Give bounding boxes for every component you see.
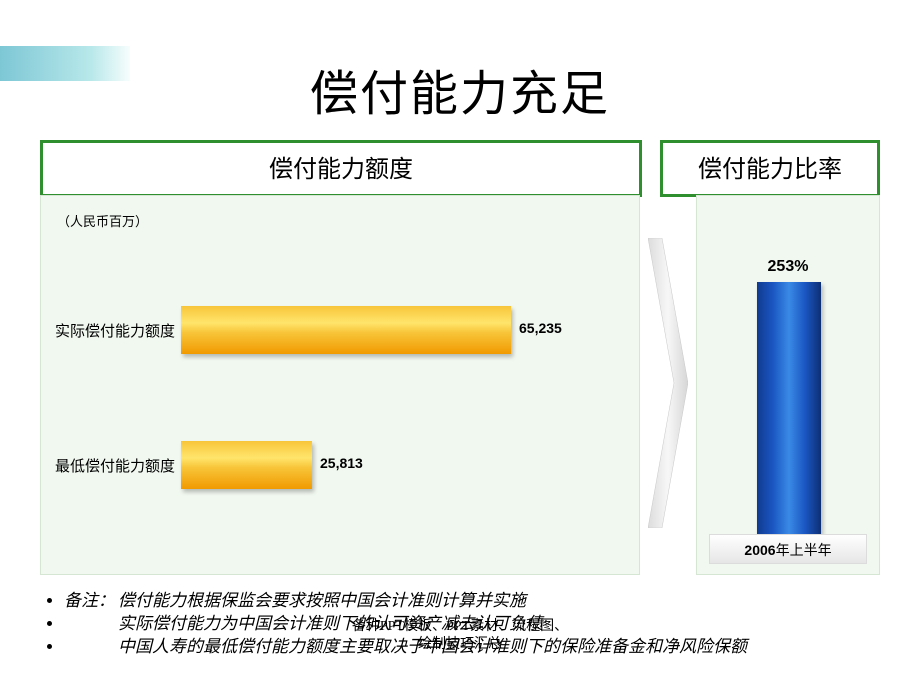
footnote-label-pad xyxy=(64,636,118,659)
chevron-right-icon xyxy=(648,238,688,528)
hbar-label: 最低偿付能力额度 xyxy=(55,455,179,476)
hbar-value: 25,813 xyxy=(320,455,363,471)
panel-header-row: 偿付能力额度 偿付能力比率 xyxy=(40,140,880,197)
arrow-divider xyxy=(648,238,688,528)
hbar-row: 最低偿付能力额度 xyxy=(55,455,179,476)
right-panel-header: 偿付能力比率 xyxy=(660,140,880,197)
hbar-label: 实际偿付能力额度 xyxy=(55,320,179,341)
footnotes: 备注：偿付能力根据保监会要求按照中国会计准则计算并实施 实际偿付能力为中国会计准… xyxy=(40,590,880,659)
ratio-year: 2006 xyxy=(744,542,775,558)
left-panel-header: 偿付能力额度 xyxy=(40,140,642,197)
footnote-item: 实际偿付能力为中国会计准则下的认可资产减去认可负债 xyxy=(64,613,880,636)
ratio-year-suffix: 年上半年 xyxy=(776,542,832,558)
title-row: 偿付能力充足 xyxy=(0,54,920,124)
footnote-item: 备注：偿付能力根据保监会要求按照中国会计准则计算并实施 xyxy=(64,590,880,613)
ratio-bar xyxy=(757,282,821,534)
hbar xyxy=(181,306,511,354)
hbar-row: 实际偿付能力额度 xyxy=(55,320,179,341)
hbar xyxy=(181,441,312,489)
footnote-label-pad xyxy=(64,613,118,636)
ratio-xaxis-label: 2006年上半年 xyxy=(709,534,867,564)
ratio-value-label: 253% xyxy=(697,258,879,276)
footnote-label: 备注： xyxy=(64,590,118,613)
unit-label: （人民币百万） xyxy=(57,211,148,230)
hbar-value: 65,235 xyxy=(519,320,562,336)
footnote-item: 中国人寿的最低偿付能力额度主要取决于中国会计准则下的保险准备金和净风险保额 xyxy=(64,636,880,659)
page-title: 偿付能力充足 xyxy=(310,68,610,121)
solvency-amount-chart: （人民币百万） 实际偿付能力额度 65,235 最低偿付能力额度 25,813 xyxy=(40,195,640,575)
solvency-ratio-chart: 253% 2006年上半年 xyxy=(696,195,880,575)
